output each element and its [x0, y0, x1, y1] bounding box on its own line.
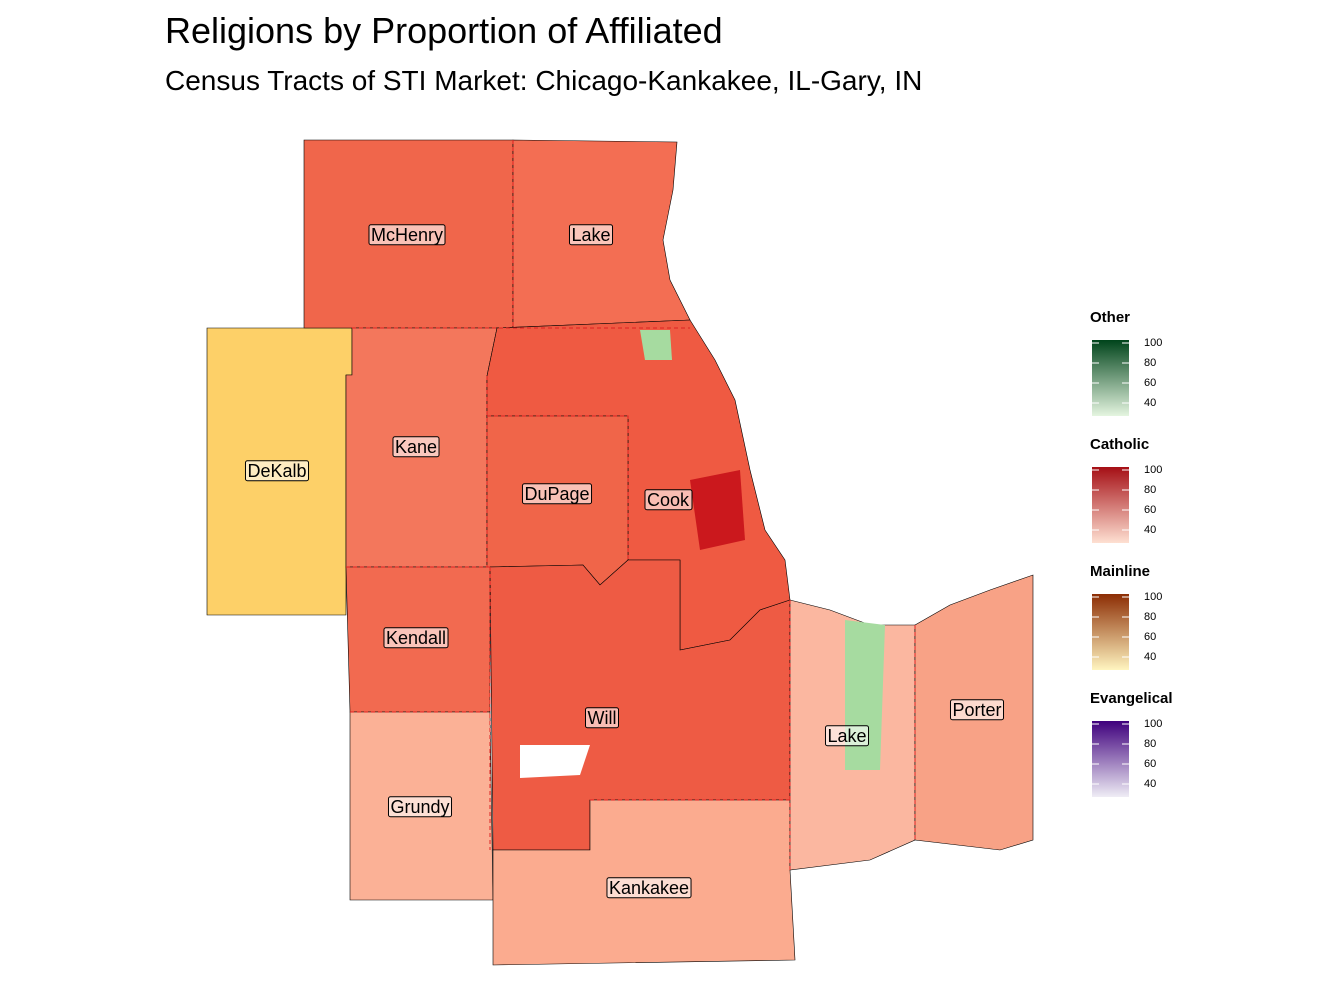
- county-label-group: Lake: [568, 224, 614, 246]
- legend-colorbar: [1092, 594, 1129, 670]
- county-labels: McHenry Lake DeKalb Kane DuPage Cook Kendall Wi…: [244, 224, 1005, 899]
- county-label: Kankakee: [609, 878, 689, 898]
- other-cluster: [845, 620, 885, 770]
- legend-tick-label: 80: [1144, 357, 1156, 369]
- county-label-group: Porter: [949, 699, 1005, 721]
- county-label: Grundy: [390, 797, 449, 817]
- map: [206, 139, 1034, 966]
- title: Religions by Proportion of Affiliated: [165, 10, 723, 51]
- county-label-group: Lake: [824, 725, 870, 747]
- legend-tick-label: 80: [1144, 484, 1156, 496]
- county-label-group: Kankakee: [606, 877, 692, 899]
- legend-tick-label: 80: [1144, 738, 1156, 750]
- county-label-group: Kendall: [383, 627, 449, 649]
- label-box: [387, 796, 453, 818]
- county-label: DeKalb: [247, 461, 306, 481]
- other-cluster: [640, 330, 672, 360]
- county-label-group: Will: [585, 707, 619, 729]
- legend-tick-label: 100: [1144, 591, 1162, 603]
- legend-title: Other: [1090, 309, 1130, 326]
- legend-title: Catholic: [1090, 436, 1149, 453]
- county-label: Kane: [395, 437, 437, 457]
- county-label-group: Cook: [644, 489, 693, 511]
- label-box: [644, 489, 693, 511]
- county-label-group: DeKalb: [244, 460, 310, 482]
- county-label: Will: [588, 708, 617, 728]
- county-border: [346, 140, 916, 870]
- county-label: DuPage: [524, 484, 589, 504]
- label-box: [606, 877, 692, 899]
- legend-colorbar: [1092, 467, 1129, 543]
- label-box: [383, 627, 449, 649]
- label-box: [568, 224, 614, 246]
- legend-tick-label: 100: [1144, 718, 1162, 730]
- subtitle: Census Tracts of STI Market: Chicago-Kan…: [165, 65, 922, 96]
- county-label: McHenry: [371, 225, 443, 245]
- legend-tick-label: 40: [1144, 524, 1156, 536]
- legend-tick-label: 60: [1144, 504, 1156, 516]
- legend-colorbar: [1092, 721, 1129, 797]
- county-label: Porter: [952, 700, 1001, 720]
- legend-title: Evangelical: [1090, 690, 1173, 707]
- legend-tick-label: 40: [1144, 778, 1156, 790]
- legend-tick-label: 40: [1144, 397, 1156, 409]
- legend: Other 100 80 60 40 Catholic 100 80 60 40 Mainline 1…: [1090, 309, 1173, 797]
- legend-tick-label: 60: [1144, 758, 1156, 770]
- label-box: [949, 699, 1005, 721]
- county-label: Lake: [827, 726, 866, 746]
- county-label: Lake: [571, 225, 610, 245]
- catholic-cluster: [690, 470, 745, 550]
- label-box: [392, 436, 440, 458]
- label-box: [585, 707, 619, 729]
- label-box: [244, 460, 310, 482]
- legend-tick-label: 100: [1144, 337, 1162, 349]
- blank-area: [520, 745, 590, 778]
- legend-tick-label: 60: [1144, 631, 1156, 643]
- label-box: [521, 483, 593, 505]
- county-label-group: McHenry: [368, 224, 446, 246]
- county-label: Kendall: [386, 628, 446, 648]
- county-label-group: Kane: [392, 436, 440, 458]
- legend-colorbar: [1092, 340, 1129, 416]
- county-label-group: DuPage: [521, 483, 593, 505]
- legend-tick-label: 40: [1144, 651, 1156, 663]
- label-box: [824, 725, 870, 747]
- county-label-group: Grundy: [387, 796, 453, 818]
- legend-tick-label: 80: [1144, 611, 1156, 623]
- legend-title: Mainline: [1090, 563, 1150, 580]
- legend-tick-label: 100: [1144, 464, 1162, 476]
- legend-tick-label: 60: [1144, 377, 1156, 389]
- county-label: Cook: [647, 490, 690, 510]
- label-box: [368, 224, 446, 246]
